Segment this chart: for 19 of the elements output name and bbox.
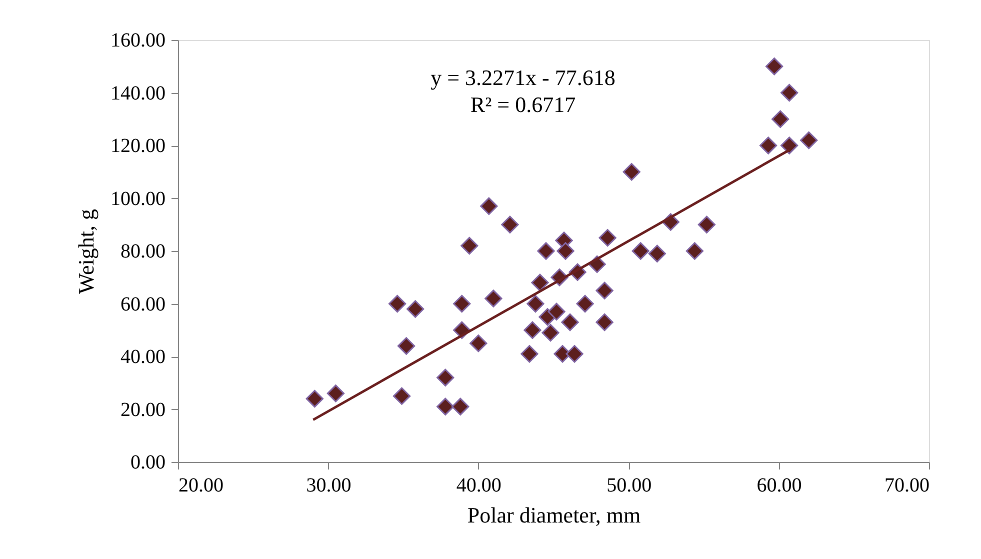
y-tick-label: 20.00 xyxy=(120,398,166,421)
y-tick-label: 80.00 xyxy=(120,240,166,262)
x-tick-label: 70.00 xyxy=(884,474,930,496)
annotation: y = 3.2271x - 77.618 xyxy=(430,65,616,90)
x-tick-label: 20.00 xyxy=(178,474,224,496)
y-tick-label: 160.00 xyxy=(110,30,166,52)
x-tick-label: 50.00 xyxy=(606,474,652,496)
y-tick-label: 100.00 xyxy=(110,188,166,210)
y-tick-label: 140.00 xyxy=(110,82,166,104)
x-tick-label: 30.00 xyxy=(306,474,352,496)
y-axis-title: Weight, g xyxy=(74,209,98,294)
y-tick-label: 60.00 xyxy=(120,293,166,316)
annotation: R² = 0.6717 xyxy=(470,92,576,117)
y-tick-label: 120.00 xyxy=(110,135,166,157)
x-axis-title: Polar diameter, mm xyxy=(467,502,641,528)
x-tick-label: 40.00 xyxy=(456,474,502,496)
y-tick-label: 40.00 xyxy=(120,346,166,368)
x-tick-label: 60.00 xyxy=(756,474,802,496)
y-tick-label: 0.00 xyxy=(130,452,166,474)
